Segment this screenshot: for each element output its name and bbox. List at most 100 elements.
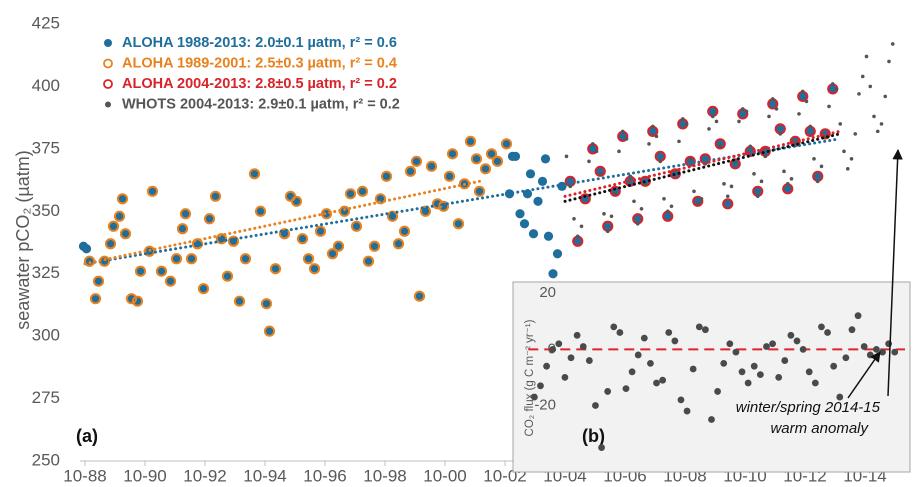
data-point [131,295,144,307]
data-dot [647,142,651,146]
data-point [290,195,303,207]
data-point [819,128,831,140]
data-point [793,337,801,345]
data-point [209,190,222,202]
data-point [722,198,734,210]
data-point [254,205,267,217]
data-point [164,275,177,287]
data-dot [699,197,704,201]
data-point [692,195,704,207]
data-point [303,254,314,264]
data-dot [842,149,846,154]
data-point [398,225,411,237]
data-point [543,231,554,241]
data-point [537,176,548,186]
data-dot [849,157,854,161]
data-dot [879,122,884,126]
data-point [828,84,838,94]
data-point [622,385,630,393]
legend-label: ALOHA 1989-2001: 2.5±0.3 µatm, r² = 0.4 [122,55,397,71]
data-point [714,388,722,395]
data-point [473,185,486,197]
x-tick-label: 10-88 [63,466,106,485]
data-point [120,229,131,239]
data-point [447,149,458,159]
data-dot [812,157,816,161]
data-point [387,211,398,221]
data-dot [868,84,873,89]
data-point [723,199,733,209]
data-point [344,188,357,200]
data-point [585,357,593,364]
data-point [775,374,783,381]
data-dot [714,119,719,124]
data-point [753,186,763,196]
data-point [165,276,176,286]
data-point [689,365,697,373]
data-point [249,169,260,179]
data-dot [613,192,618,196]
data-dot [729,184,734,189]
data-dot [665,209,670,214]
data-point [203,213,216,225]
data-point [787,331,795,339]
data-point [302,253,315,265]
data-point [465,136,476,146]
data-point [234,296,245,306]
data-dot [624,137,629,141]
data-point [239,253,252,265]
data-point [339,206,350,216]
data-point [197,283,210,295]
data-point [369,241,380,251]
data-point [805,368,813,376]
data-dot [677,139,681,144]
data-point [768,99,778,109]
y-tick-label: 300 [32,326,60,345]
data-point [738,368,746,376]
y-tick-label: 425 [32,13,60,32]
data-point [530,393,538,401]
data-point [485,148,498,160]
data-dot [834,87,839,91]
data-point [830,362,838,370]
data-point [813,171,823,181]
data-point [221,270,234,282]
panel-label: (a) [76,426,98,446]
data-dot [763,154,768,159]
data-point [215,233,228,245]
data-point [314,225,327,237]
data-point [414,291,425,301]
data-point [320,208,333,220]
data-point [125,293,138,305]
data-dot [620,129,625,134]
data-point [240,254,251,264]
data-point [453,219,464,229]
trend-line [563,129,841,198]
data-point [155,265,168,277]
data-dot [737,119,741,124]
data-point [405,166,416,176]
data-point [263,325,276,337]
legend: ALOHA 1988-2013: 2.0±0.1 µatm, r² = 0.6 A… [103,35,400,112]
data-dot [632,199,636,204]
data-point [543,362,550,370]
data-point [116,193,129,205]
x-tick-label: 10-00 [423,466,466,485]
data-dot [838,122,843,126]
data-dot [658,159,663,164]
data-point [176,223,189,235]
data-dot [572,216,576,221]
data-point [708,106,718,116]
data-point [665,329,673,336]
legend-marker [104,39,112,47]
data-point [410,155,423,167]
data-point [479,163,492,175]
data-point [156,266,167,276]
data-point [269,263,282,275]
data-point [818,323,825,331]
data-point [470,153,483,165]
panel-label: (b) [582,426,605,446]
data-dot [827,104,831,109]
data-point [732,348,740,356]
